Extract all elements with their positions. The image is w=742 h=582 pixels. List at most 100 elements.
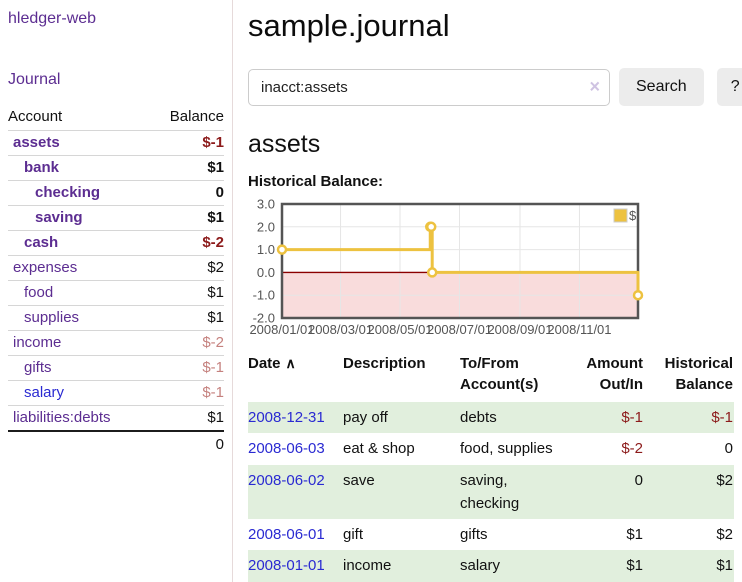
svg-text:$: $ xyxy=(629,208,637,223)
sidebar-account-row: saving $1 xyxy=(8,205,224,231)
account-table-header-row: Account Balance xyxy=(8,104,224,131)
sidebar-account-row: income $-2 xyxy=(8,330,224,356)
register-row: 2008-12-31 pay off debts $-1 $-1 xyxy=(248,402,734,434)
sidebar-account-balance: $1 xyxy=(149,405,224,431)
transaction-description: gift xyxy=(343,526,364,543)
account-balance-table: Account Balance assets $-1 bank $1 checking 0… xyxy=(8,104,224,458)
column-header-description: Description xyxy=(343,355,426,372)
sidebar-account-balance: $-1 xyxy=(149,355,224,381)
column-header-balance: Historical Balance xyxy=(664,355,733,393)
search-box: × xyxy=(248,68,610,106)
transaction-balance: $1 xyxy=(644,550,734,582)
sidebar-account-row: cash $-2 xyxy=(8,230,224,256)
sidebar-total-balance: 0 xyxy=(8,430,224,458)
transaction-amount: $1 xyxy=(568,550,644,582)
sidebar-account-row: checking 0 xyxy=(8,180,224,206)
help-button[interactable]: ? xyxy=(716,68,742,106)
register-row: 2008-06-03 eat & shop food, supplies $-2 0 xyxy=(248,433,734,464)
transaction-date-link[interactable]: 2008-12-31 xyxy=(248,409,325,426)
sidebar-account-balance: $1 xyxy=(149,305,224,331)
transaction-date-link[interactable]: 2008-01-01 xyxy=(248,557,325,575)
svg-text:3.0: 3.0 xyxy=(257,197,275,212)
sidebar-account-row: salary $-1 xyxy=(8,380,224,406)
svg-text:2008/05/01: 2008/05/01 xyxy=(367,322,432,337)
svg-text:2008/09/01: 2008/09/01 xyxy=(487,322,552,337)
transaction-balance: 0 xyxy=(724,440,733,458)
sidebar-account-balance: $-1 xyxy=(149,130,224,156)
sort-asc-icon: ∧ xyxy=(285,355,296,371)
sidebar-account-link[interactable]: food xyxy=(24,284,54,301)
search-form: × Search ? xyxy=(248,68,742,106)
sidebar-account-link[interactable]: income xyxy=(13,334,62,351)
sidebar-account-balance: $1 xyxy=(149,205,224,231)
transaction-accounts: debts xyxy=(460,402,568,434)
svg-text:2008/01/01: 2008/01/01 xyxy=(249,322,314,337)
sidebar-account-link[interactable]: gifts xyxy=(24,359,52,376)
clear-search-icon[interactable]: × xyxy=(589,76,600,97)
sidebar-account-link[interactable]: liabilities:debts xyxy=(13,409,111,426)
transaction-accounts: gifts xyxy=(460,526,488,543)
column-header-amount: Amount Out/In xyxy=(586,355,643,393)
transaction-description: eat & shop xyxy=(343,440,415,458)
sidebar-account-link[interactable]: saving xyxy=(35,209,83,226)
sidebar-account-row: bank $1 xyxy=(8,155,224,181)
transaction-amount: $1 xyxy=(626,526,643,543)
sidebar-account-link[interactable]: expenses xyxy=(13,259,78,276)
sidebar-account-link[interactable]: assets xyxy=(13,134,60,151)
sidebar-item-journal[interactable]: Journal xyxy=(8,71,61,88)
register-row: 2008-01-01 income salary $1 $1 xyxy=(248,550,734,582)
transaction-date-link[interactable]: 2008-06-01 xyxy=(248,526,325,543)
svg-text:2008/11/01: 2008/11/01 xyxy=(547,322,611,337)
svg-text:-1.0: -1.0 xyxy=(253,288,275,303)
transaction-description: pay off xyxy=(343,402,460,434)
sidebar-account-body: assets $-1 bank $1 checking 0 saving $1 cash $-2 e… xyxy=(8,130,224,431)
sidebar-account-row: liabilities:debts $1 xyxy=(8,405,224,431)
account-heading: assets xyxy=(248,130,321,158)
column-header-date[interactable]: Date ∧ xyxy=(248,355,296,372)
balance-column-header: Balance xyxy=(169,108,224,125)
sidebar-total-row: 0 xyxy=(8,430,224,458)
transaction-date-link[interactable]: 2008-06-02 xyxy=(248,471,325,489)
main-content: sample.journal × Search ? assets Histori… xyxy=(233,0,742,582)
transaction-accounts: salary xyxy=(460,550,568,582)
sidebar-account-row: supplies $1 xyxy=(8,305,224,331)
sidebar-account-row: assets $-1 xyxy=(8,130,224,156)
sidebar-account-balance: $-2 xyxy=(149,330,224,356)
transaction-description: save xyxy=(343,464,460,519)
svg-text:0.0: 0.0 xyxy=(257,265,275,280)
sidebar-account-link[interactable]: bank xyxy=(24,159,60,176)
sidebar-account-link[interactable]: supplies xyxy=(24,309,80,326)
transaction-amount: $-2 xyxy=(621,440,643,458)
chart-title: Historical Balance: xyxy=(248,173,384,190)
sidebar-account-row: expenses $2 xyxy=(8,255,224,281)
sidebar-account-link[interactable]: salary xyxy=(24,384,65,401)
register-row: 2008-06-02 save saving, checking 0 $2 xyxy=(248,464,734,519)
page-title: sample.journal xyxy=(248,8,450,43)
search-button[interactable]: Search xyxy=(619,68,704,106)
sidebar-account-balance: $1 xyxy=(149,280,224,306)
sidebar-account-link[interactable]: cash xyxy=(24,234,59,251)
sidebar-account-row: food $1 xyxy=(8,280,224,306)
transaction-balance: $2 xyxy=(716,526,733,543)
sidebar-account-balance: $-1 xyxy=(149,380,224,406)
historical-balance-chart: $3.0 2.0 1.0 0.0 -1.0 -2.0 2008/01/01 2008/03/0… xyxy=(248,197,742,339)
svg-text:2.0: 2.0 xyxy=(257,219,275,234)
brand-link[interactable]: hledger-web xyxy=(8,10,97,27)
chart-canvas: $3.0 2.0 1.0 0.0 -1.0 -2.02008/01/012008/03/0… xyxy=(249,197,644,337)
sidebar-account-link[interactable]: checking xyxy=(35,184,101,201)
search-input[interactable] xyxy=(248,68,610,106)
sidebar-account-balance: $2 xyxy=(149,255,224,281)
svg-text:2008/03/01: 2008/03/01 xyxy=(308,322,373,337)
transaction-balance: $2 xyxy=(644,464,734,519)
sidebar-account-balance: $1 xyxy=(149,155,224,181)
transaction-description: income xyxy=(343,550,460,582)
transaction-date-link[interactable]: 2008-06-03 xyxy=(248,440,325,458)
svg-text:2008/07/01: 2008/07/01 xyxy=(427,322,492,337)
svg-text:-2.0: -2.0 xyxy=(253,311,275,326)
transaction-accounts: saving, checking xyxy=(460,464,568,519)
transaction-amount: $-1 xyxy=(568,402,644,434)
transaction-balance: $-1 xyxy=(644,402,734,434)
column-header-accounts: To/From Account(s) xyxy=(460,355,539,393)
sidebar-account-balance: 0 xyxy=(149,180,224,206)
